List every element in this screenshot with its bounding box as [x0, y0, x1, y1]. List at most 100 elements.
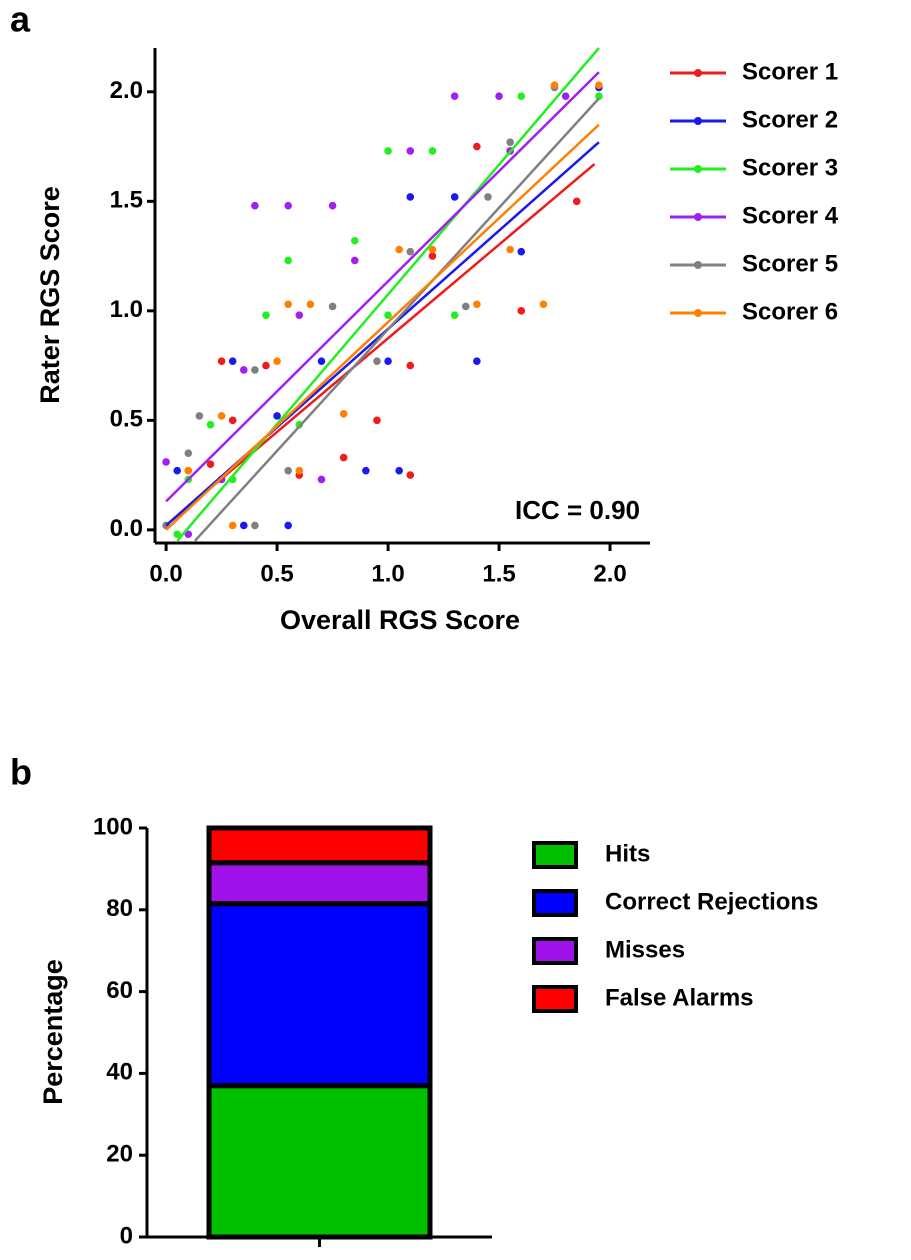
point [206, 420, 215, 429]
y-tick-label: 40 [106, 1059, 133, 1086]
point [384, 357, 392, 366]
point [517, 92, 526, 100]
x-tick-label: 2.0 [593, 560, 626, 587]
x-tick-label: 1.5 [482, 560, 515, 587]
point [561, 92, 570, 100]
point [406, 193, 415, 201]
point [506, 138, 514, 146]
x-tick-label: 1.0 [371, 560, 404, 587]
point [284, 521, 292, 530]
point [273, 412, 281, 420]
point [262, 361, 270, 370]
legend-swatch [532, 937, 578, 965]
bar-segment [206, 901, 433, 1089]
legend-swatch [532, 841, 578, 869]
y-tick-label: 80 [106, 895, 133, 922]
point [550, 81, 559, 90]
point [184, 449, 193, 457]
y-tick-label: 60 [106, 977, 133, 1004]
point [295, 311, 304, 320]
point [595, 81, 603, 90]
point [328, 201, 337, 210]
legend-label: Scorer 5 [742, 250, 838, 277]
point [317, 475, 326, 484]
point [217, 412, 226, 420]
point [506, 245, 514, 254]
point [484, 193, 492, 201]
legend-label: Scorer 1 [742, 58, 838, 85]
y-tick-label: 100 [93, 813, 133, 840]
point [373, 357, 381, 366]
point [295, 466, 304, 475]
point [184, 530, 193, 539]
fit-line [165, 71, 600, 503]
point [251, 521, 259, 530]
point [228, 357, 237, 366]
legend-marker [694, 69, 702, 77]
y-tick-label: 0 [120, 1222, 133, 1249]
legend-label: Correct Rejections [605, 888, 818, 915]
legend-label: Scorer 4 [742, 202, 839, 229]
y-tick-label: 1.5 [110, 187, 143, 214]
legend-marker [694, 117, 702, 125]
legend-swatch [532, 889, 578, 917]
point [262, 311, 270, 320]
legend-marker [694, 165, 702, 173]
point [517, 247, 526, 256]
point [306, 300, 315, 309]
bar-segment [206, 860, 433, 907]
point [428, 245, 437, 254]
legend-label: Scorer 2 [742, 106, 838, 133]
point [450, 92, 459, 100]
point [395, 245, 403, 254]
point [450, 193, 459, 201]
point [406, 471, 415, 479]
fit-line [194, 97, 600, 542]
y-tick-label: 20 [106, 1141, 133, 1168]
fit-line [176, 47, 600, 542]
point [162, 458, 170, 466]
point [495, 92, 503, 100]
point [217, 357, 226, 366]
point [273, 357, 281, 366]
point [384, 311, 392, 320]
point [251, 201, 259, 210]
point [173, 466, 181, 475]
point [251, 366, 259, 374]
point [373, 416, 381, 425]
legend-marker [694, 213, 702, 221]
point [173, 530, 181, 539]
legend-label: Hits [605, 840, 650, 867]
point [428, 252, 437, 260]
panel-label: a [10, 0, 31, 40]
point [284, 466, 292, 475]
bar-segment [206, 825, 433, 866]
fit-line [165, 163, 596, 527]
legend-label: False Alarms [605, 984, 754, 1011]
point [384, 147, 392, 155]
point [206, 460, 215, 468]
y-tick-label: 1.0 [110, 296, 143, 323]
panel-label: b [10, 752, 32, 793]
point [228, 416, 237, 425]
point [428, 147, 437, 155]
point [284, 256, 292, 265]
point [517, 307, 526, 315]
point [473, 357, 481, 366]
point [339, 409, 348, 418]
legend-label: Scorer 3 [742, 154, 838, 181]
point [239, 521, 248, 530]
point [461, 302, 470, 311]
y-tick-label: 2.0 [110, 77, 143, 104]
point [284, 201, 292, 210]
legend-marker [694, 309, 702, 317]
point [406, 147, 415, 155]
x-axis-title: Overall RGS Score [280, 605, 520, 635]
point [195, 412, 204, 420]
x-tick-label: 0.5 [260, 560, 293, 587]
point [350, 256, 359, 265]
point [473, 142, 481, 151]
y-axis-title: Rater RGS Score [35, 186, 65, 404]
